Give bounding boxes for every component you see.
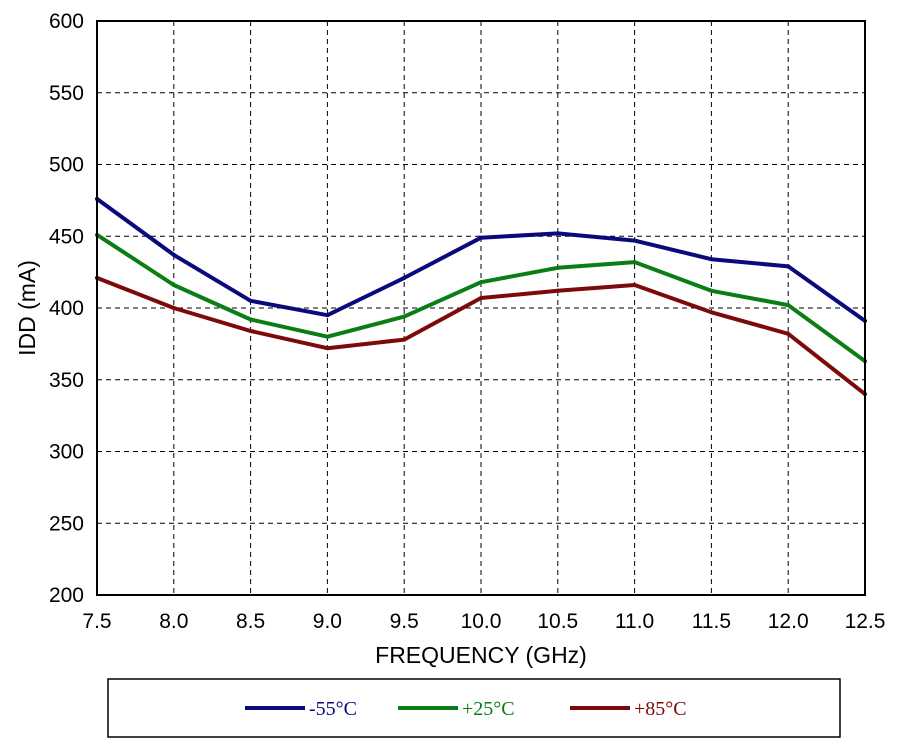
- data-point: [325, 346, 330, 351]
- data-point: [786, 303, 791, 308]
- x-tick-label: 11.5: [692, 610, 731, 633]
- data-point: [632, 283, 637, 288]
- y-tick-label: 450: [49, 225, 84, 248]
- y-tick-label: 550: [49, 82, 84, 105]
- x-tick-label: 9.5: [390, 610, 419, 633]
- data-point: [248, 298, 253, 303]
- legend-label: +25°C: [462, 698, 515, 720]
- y-tick-label: 200: [49, 584, 84, 607]
- data-point: [479, 280, 483, 285]
- legend-label: +85°C: [634, 698, 687, 720]
- x-tick-label: 10.0: [461, 610, 502, 633]
- data-point: [632, 260, 637, 265]
- y-tick-label: 500: [49, 154, 84, 177]
- plot-frame: [96, 20, 866, 596]
- y-tick-label: 250: [49, 512, 84, 535]
- x-tick-label: 8.0: [159, 610, 188, 633]
- data-point: [555, 231, 560, 236]
- data-point: [786, 264, 791, 269]
- x-tick-labels: 7.5 8.0 8.5 9.0 9.5 10.0 10.5 11.0 11.5 12.0 12.5: [82, 610, 885, 633]
- data-point: [555, 288, 560, 293]
- data-point: [171, 252, 176, 257]
- data-point: [171, 306, 176, 310]
- y-tick-label: 350: [49, 369, 84, 392]
- data-point: [248, 328, 253, 333]
- data-point: [709, 257, 714, 262]
- x-tick-label: 9.0: [313, 610, 342, 633]
- data-point: [402, 337, 407, 342]
- x-tick-label: 7.5: [82, 610, 111, 633]
- data-point: [709, 310, 714, 315]
- legend: -55°C +25°C +85°C: [245, 698, 687, 720]
- x-tick-label: 12.5: [845, 610, 886, 633]
- data-point: [555, 265, 560, 270]
- y-tick-labels: 200 250 300 350 400 450 500 550 600: [49, 10, 84, 607]
- x-axis-title: FREQUENCY (GHz): [375, 642, 587, 668]
- data-point: [325, 313, 330, 318]
- legend-label: -55°C: [309, 698, 357, 720]
- data-point: [479, 295, 483, 300]
- y-axis-title: IDD (mA): [14, 260, 40, 356]
- y-tick-label: 600: [49, 10, 84, 33]
- data-point: [402, 314, 407, 319]
- grid: [97, 21, 865, 595]
- series-layer: [95, 196, 867, 397]
- y-tick-label: 400: [49, 297, 84, 320]
- data-point: [171, 283, 176, 288]
- x-tick-label: 10.5: [537, 610, 578, 633]
- data-point: [709, 288, 714, 293]
- data-point: [402, 275, 407, 280]
- x-tick-label: 11.0: [615, 610, 654, 633]
- data-point: [632, 238, 637, 243]
- data-point: [786, 331, 791, 336]
- legend-box: [107, 678, 841, 738]
- data-point: [479, 235, 483, 240]
- data-point: [248, 317, 253, 322]
- x-tick-label: 12.0: [768, 610, 809, 633]
- data-point: [325, 334, 330, 339]
- y-tick-label: 300: [49, 441, 84, 464]
- x-tick-label: 8.5: [236, 610, 265, 633]
